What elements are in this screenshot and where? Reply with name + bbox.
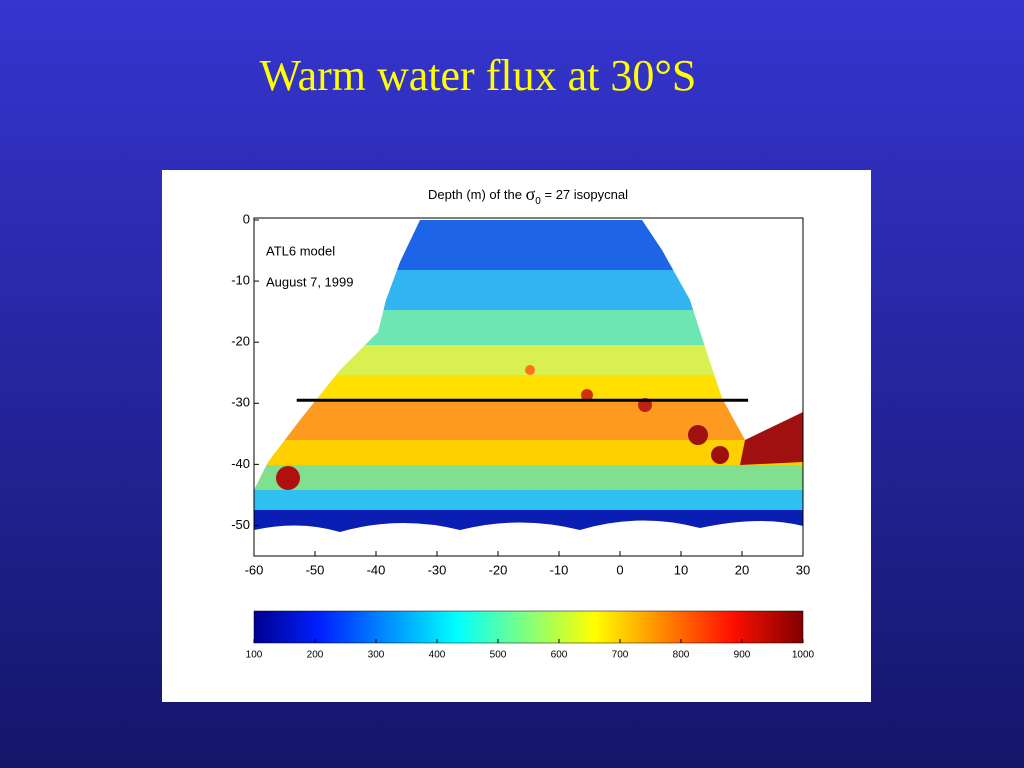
colorbar-tick-label: 800: [673, 650, 690, 661]
y-tick-label: 0: [243, 211, 250, 226]
title-subscript: 0: [535, 196, 541, 207]
colorbar: [253, 610, 804, 644]
colorbar-tick-label: 500: [490, 650, 507, 661]
y-tick-label: -20: [231, 334, 250, 349]
x-tick-label: -10: [550, 562, 569, 577]
x-tick-label: -40: [367, 562, 386, 577]
colorbar-tick-label: 400: [429, 650, 446, 661]
figure-title: Depth (m) of the σ0 = 27 isopycnal: [428, 184, 628, 207]
x-tick-label: 30: [796, 562, 810, 577]
colorbar-tick-label: 700: [612, 650, 629, 661]
title-text: Depth (m) of the: [428, 187, 522, 202]
axes: -60 -50 -40 -30 -20 -10 0 10 20 300-10-20-30-40-5…: [231, 211, 814, 660]
x-tick-label: -30: [428, 562, 447, 577]
annotation: August 7, 1999: [266, 274, 353, 289]
x-tick-label: -60: [245, 562, 264, 577]
colorbar-tick-label: 900: [734, 650, 751, 661]
colorbar-tick-label: 600: [551, 650, 568, 661]
colorbar-tick-label: 100: [246, 650, 263, 661]
y-tick-label: -30: [231, 395, 250, 410]
y-tick-label: -10: [231, 273, 250, 288]
x-tick-label: 10: [674, 562, 688, 577]
x-tick-label: 0: [616, 562, 623, 577]
title-symbol: σ: [526, 184, 536, 204]
y-tick-label: -40: [231, 456, 250, 471]
y-tick-label: -50: [231, 517, 250, 532]
x-tick-label: 20: [735, 562, 749, 577]
slide-title: Warm water flux at 30°S: [260, 51, 697, 100]
title-rest: = 27 isopycnal: [544, 187, 628, 202]
annotation: ATL6 model: [266, 243, 335, 258]
x-tick-label: -50: [306, 562, 325, 577]
colorbar-tick-label: 200: [307, 650, 324, 661]
colorbar-tick-label: 300: [368, 650, 385, 661]
x-tick-label: -20: [489, 562, 508, 577]
plot-frame: [253, 217, 804, 557]
colorbar-tick-label: 1000: [792, 650, 815, 661]
